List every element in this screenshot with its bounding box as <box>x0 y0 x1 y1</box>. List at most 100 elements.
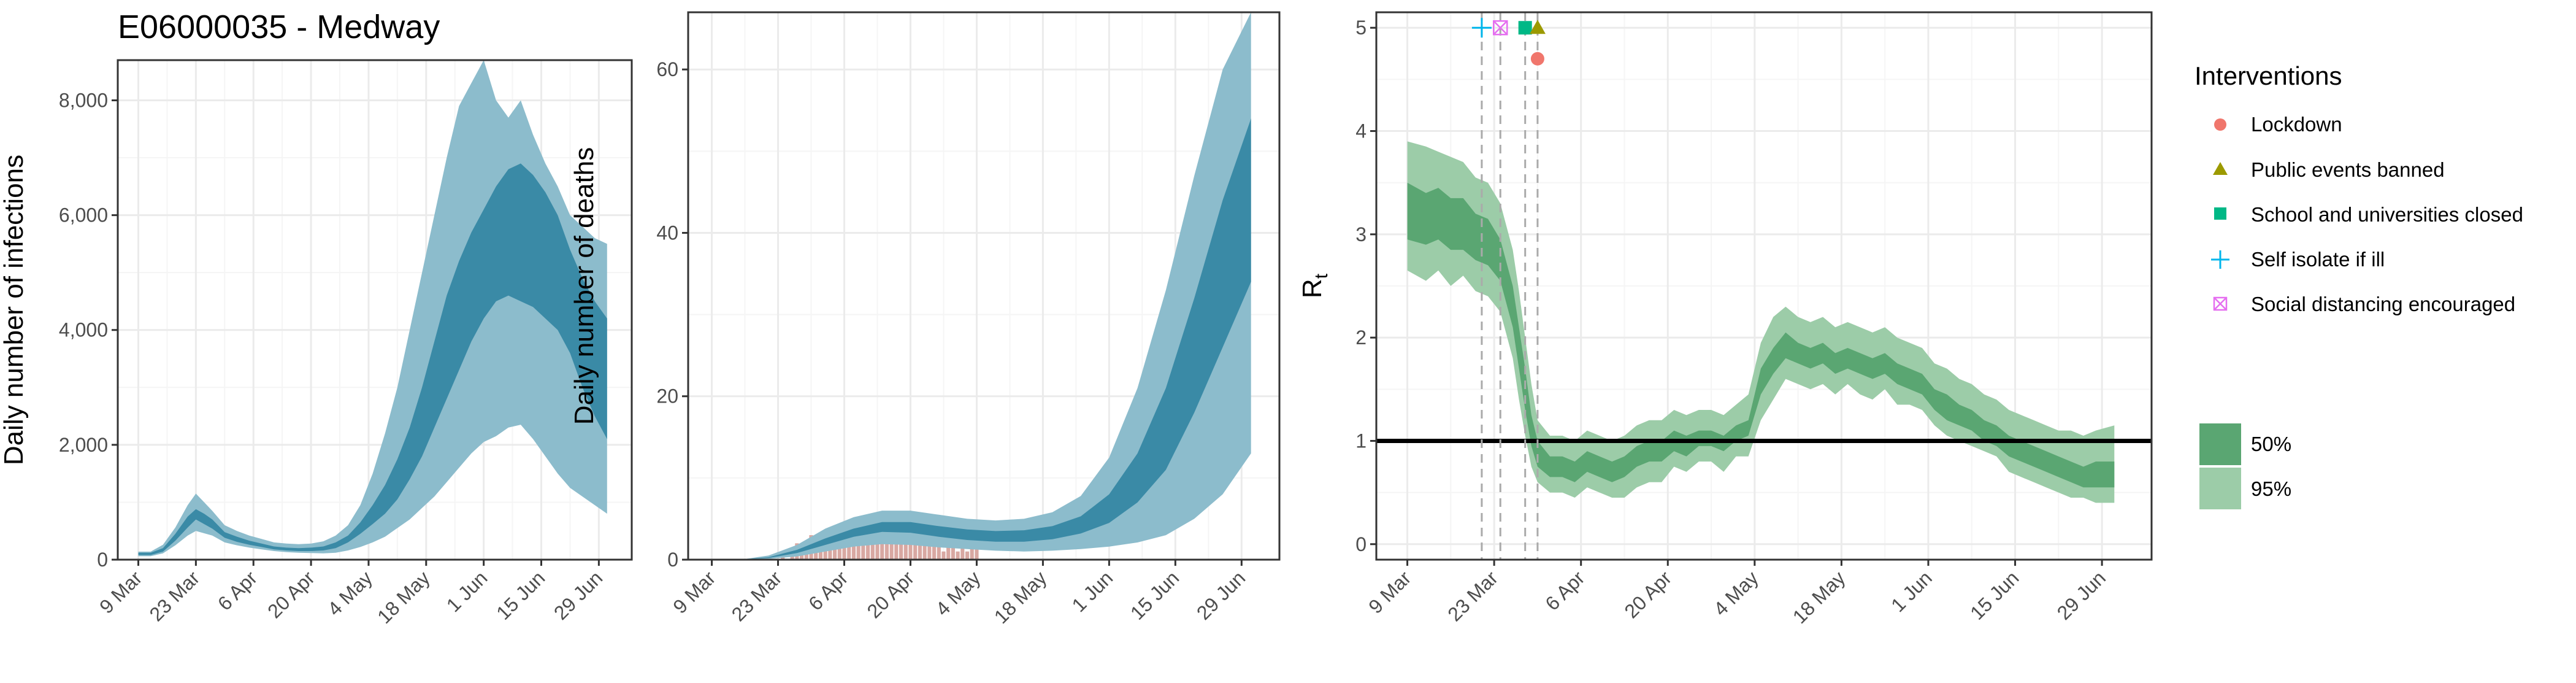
x-tick-label: 18 May <box>373 566 434 628</box>
y-tick-label: 5 <box>1355 17 1367 39</box>
legend-label-public-events: Public events banned <box>2251 158 2445 181</box>
band-95-swatch <box>2199 468 2241 509</box>
x-tick-label: 6 Apr <box>804 566 853 615</box>
legend: Interventions Lockdown Public events ban… <box>2195 61 2523 509</box>
x-tick-label: 1 Jun <box>1887 566 1936 616</box>
reported-deaths-bar <box>951 543 955 560</box>
x-tick-label: 15 Jun <box>492 566 549 623</box>
legend-item-self-isolate: Self isolate if ill <box>2211 248 2385 271</box>
y-tick-label: 3 <box>1355 223 1367 245</box>
legend-label-lockdown: Lockdown <box>2251 113 2342 136</box>
boxed-x-intervention-marker <box>1492 20 1508 36</box>
legend-label-school: School and universities closed <box>2251 203 2523 226</box>
x-tick-label: 29 Jun <box>2053 566 2110 623</box>
reported-deaths-bar <box>918 535 922 560</box>
reported-deaths-bar <box>870 535 875 560</box>
reported-deaths-bar <box>956 551 960 560</box>
legend-title: Interventions <box>2195 61 2342 90</box>
y-axis-title: Daily number of infections <box>0 155 29 465</box>
reported-deaths-bar <box>913 543 918 560</box>
reported-deaths-bar <box>941 551 946 560</box>
reported-deaths-bar <box>894 535 899 560</box>
legend-label-social-distancing: Social distancing encouraged <box>2251 293 2515 315</box>
x-tick-label: 20 Apr <box>1620 566 1676 622</box>
plus-icon <box>2211 250 2229 269</box>
y-tick-label: 40 <box>656 222 678 244</box>
legend-label-50: 50% <box>2251 433 2291 455</box>
x-tick-label: 1 Jun <box>1068 566 1117 616</box>
legend-label-self-isolate: Self isolate if ill <box>2251 248 2385 271</box>
x-tick-label: 18 May <box>990 566 1051 628</box>
y-tick-label: 1 <box>1355 430 1367 452</box>
reported-deaths-bar <box>889 535 894 560</box>
deaths-panel: 0 20 40 60 9 Mar 23 Mar 6 Apr 20 Apr 4 May 18 May… <box>569 11 1281 628</box>
reported-deaths-bar <box>960 543 965 560</box>
square-icon <box>2214 207 2226 220</box>
x-tick-label: 23 Mar <box>145 566 204 625</box>
x-tick-label: 4 May <box>323 566 377 620</box>
legend-item-school: School and universities closed <box>2214 203 2523 226</box>
rt-panel: 0 1 2 3 4 5 9 Mar 23 Mar 6 Apr 20 Apr 4 May 18 May 1… <box>1297 11 2153 628</box>
reported-deaths-bar <box>861 535 865 560</box>
band-95 <box>138 60 607 557</box>
y-tick-label: 0 <box>97 549 108 571</box>
boxed-x-icon <box>2213 296 2228 311</box>
y-tick-label: 20 <box>656 385 678 407</box>
x-tick-label: 9 Mar <box>95 566 147 618</box>
reported-deaths-bar <box>932 535 937 560</box>
band-50-swatch <box>2199 423 2241 465</box>
x-tick-label: 4 May <box>931 566 984 620</box>
reported-deaths-bar <box>903 535 908 560</box>
plus-intervention-marker <box>1471 18 1492 38</box>
legend-item-public-events: Public events banned <box>2213 158 2445 181</box>
y-tick-label: 0 <box>1355 533 1367 555</box>
square-intervention-marker <box>1518 21 1532 35</box>
x-tick-label: 4 May <box>1709 566 1763 620</box>
legend-item-50: 50% <box>2199 423 2291 465</box>
reported-deaths-bar <box>937 543 941 560</box>
reported-deaths-bar <box>922 543 927 560</box>
x-tick-label: 1 Jun <box>442 566 492 616</box>
y-tick-label: 2 <box>1355 326 1367 349</box>
reported-deaths-bar <box>899 543 903 560</box>
x-tick-label: 9 Mar <box>669 566 720 618</box>
legend-item-social-distancing: Social distancing encouraged <box>2213 293 2515 315</box>
x-tick-label: 23 Mar <box>727 566 786 625</box>
reported-deaths-bar <box>927 543 932 560</box>
figure-title: E06000035 - Medway <box>118 9 440 45</box>
x-tick-label: 20 Apr <box>863 566 919 622</box>
x-tick-label: 29 Jun <box>1192 566 1249 623</box>
band-50 <box>138 163 607 555</box>
y-tick-label: 2,000 <box>59 434 108 456</box>
legend-item-lockdown: Lockdown <box>2214 113 2342 136</box>
x-tick-label: 23 Mar <box>1443 566 1502 625</box>
reported-deaths-bar <box>908 543 913 560</box>
y-axis-title: Daily number of deaths <box>569 147 599 425</box>
x-tick-label: 18 May <box>1788 566 1850 628</box>
band-50 <box>1407 182 2115 488</box>
band-95 <box>711 12 1251 560</box>
reported-deaths-bar <box>970 543 974 560</box>
triangle-icon <box>2213 162 2228 175</box>
circle-icon <box>2214 118 2226 131</box>
y-tick-label: 60 <box>656 58 678 80</box>
reported-deaths-bar <box>880 535 884 560</box>
x-tick-label: 15 Jun <box>1126 566 1183 623</box>
reported-deaths-bar <box>884 543 889 560</box>
x-tick-label: 6 Apr <box>1541 566 1589 615</box>
x-tick-label: 29 Jun <box>550 566 607 623</box>
y-tick-label: 4 <box>1355 120 1367 142</box>
x-tick-label: 9 Mar <box>1364 566 1416 618</box>
circle-intervention-marker <box>1530 52 1544 66</box>
reported-deaths-bar <box>975 543 979 560</box>
reported-deaths-bar <box>965 551 970 560</box>
reported-deaths-bar <box>851 535 856 560</box>
reported-deaths-bar <box>865 543 870 560</box>
legend-label-95: 95% <box>2251 477 2291 500</box>
x-tick-label: 15 Jun <box>1966 566 2023 623</box>
x-tick-label: 6 Apr <box>213 566 262 615</box>
y-axis-title-subscript: t <box>1311 273 1332 279</box>
x-tick-label: 20 Apr <box>263 566 319 622</box>
y-tick-label: 8,000 <box>59 89 108 111</box>
